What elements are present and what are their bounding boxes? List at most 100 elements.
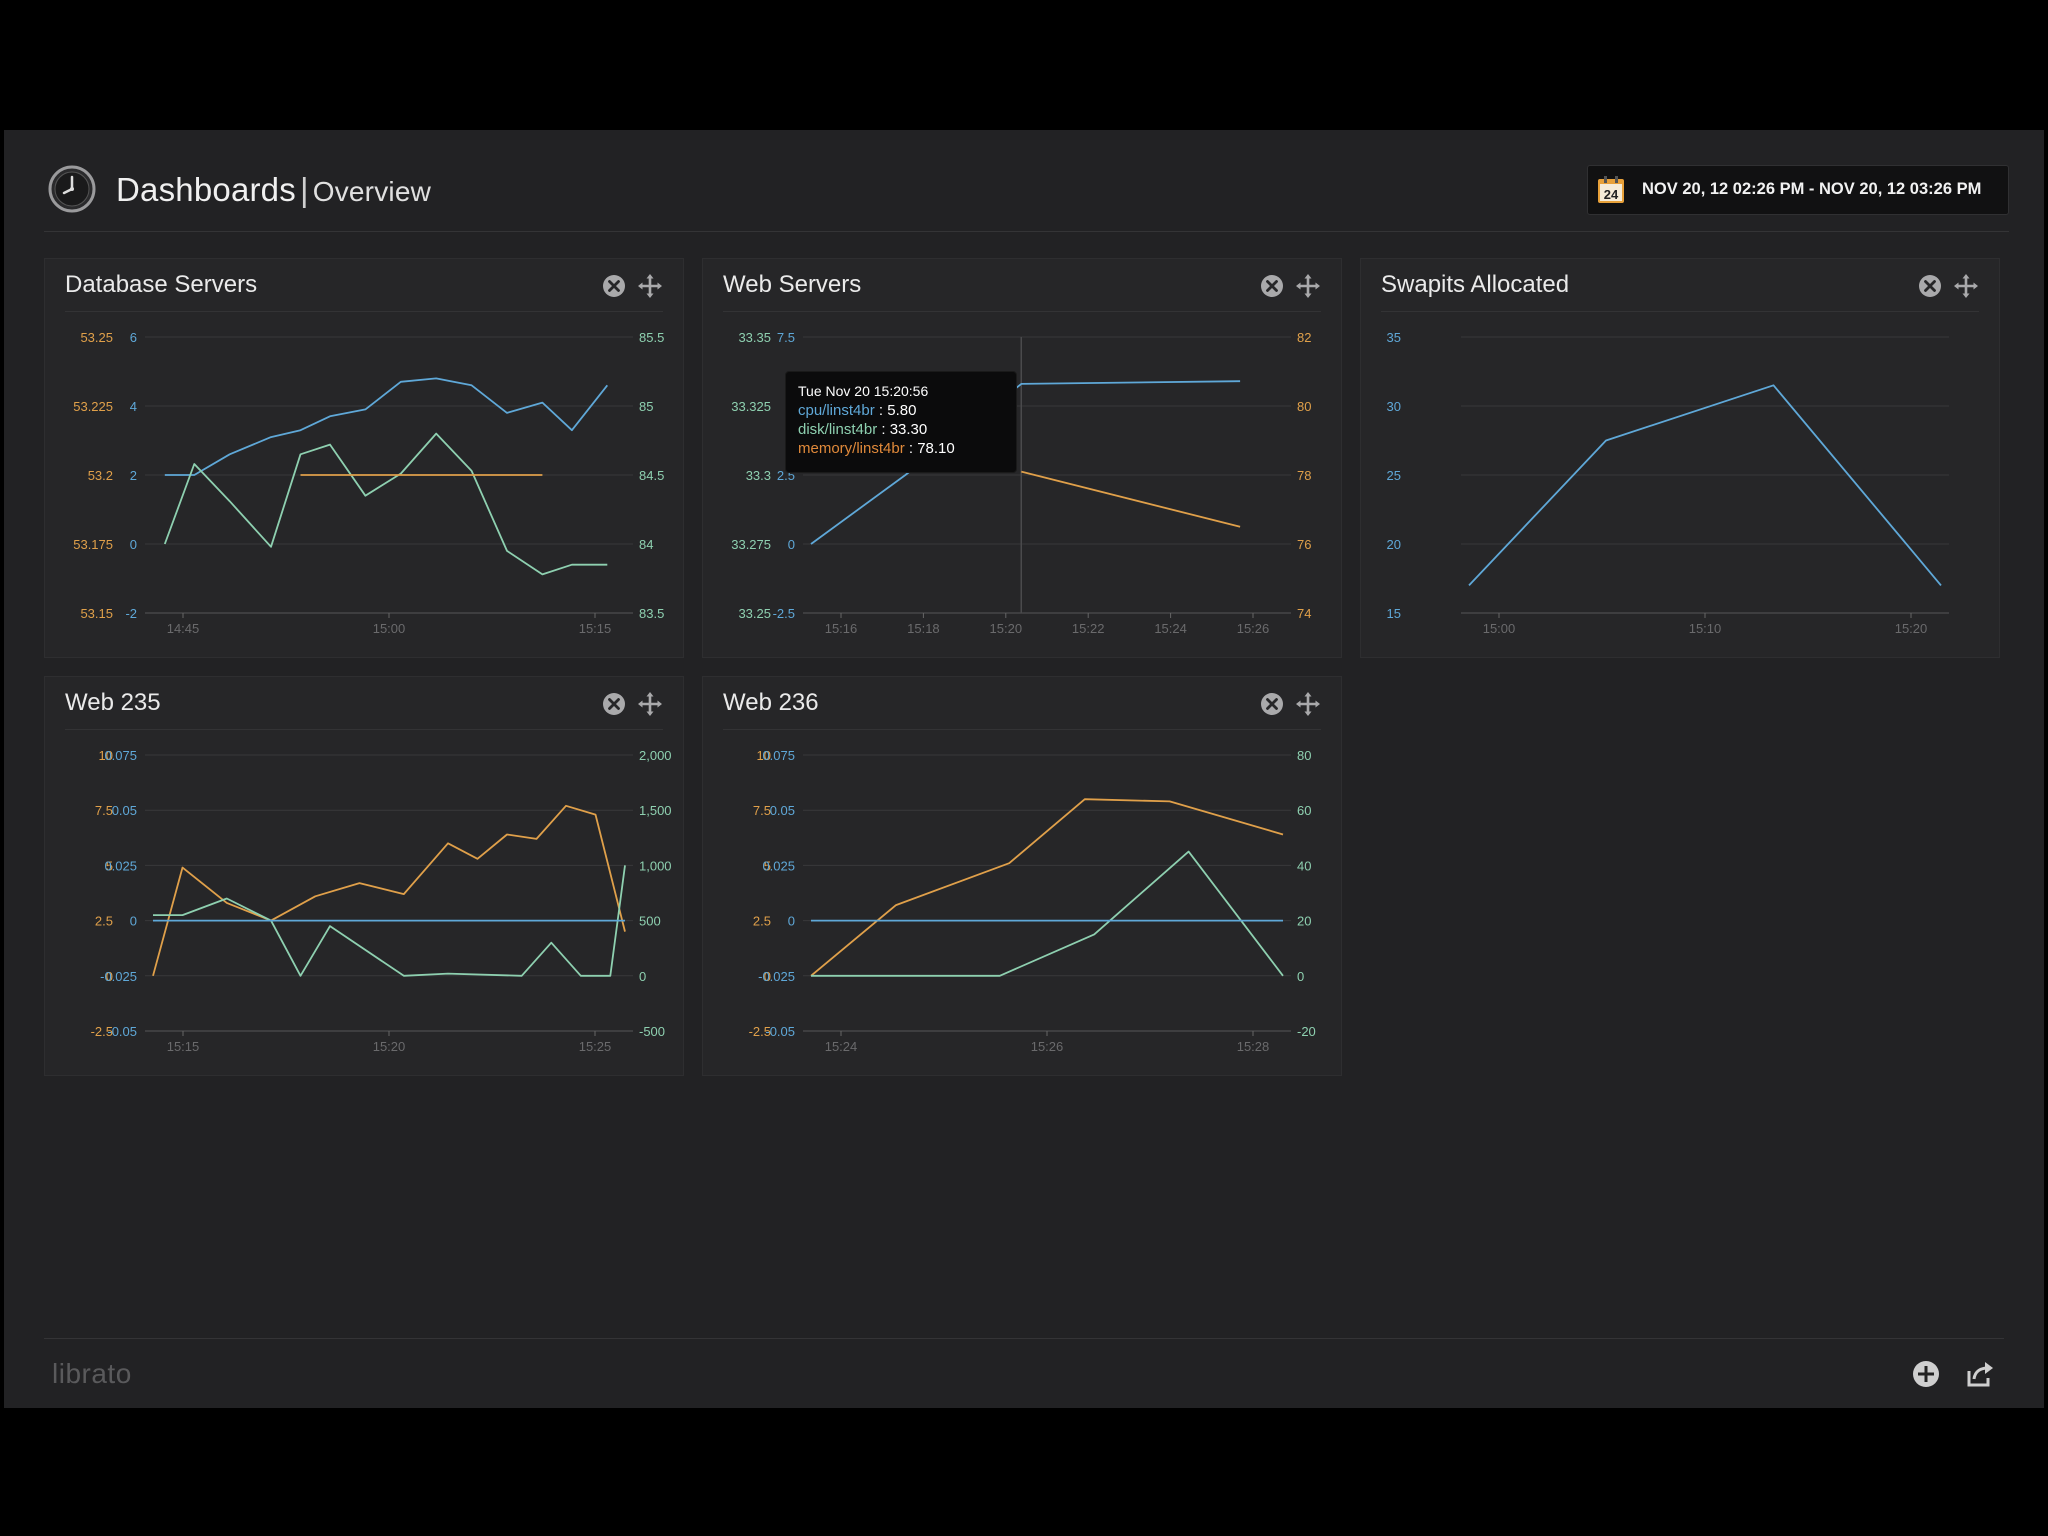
move-icon[interactable] (1953, 273, 1979, 299)
y-tick-label: -0.05 (107, 1024, 137, 1039)
panel-title: Web 235 (65, 689, 161, 716)
y-tick-label: -0.05 (765, 1024, 795, 1039)
y-tick-label: 20 (1387, 537, 1401, 552)
y-tick-label: -2 (125, 606, 137, 621)
title-text: Dashboards (116, 171, 296, 208)
close-icon[interactable] (1259, 691, 1285, 717)
chart-tooltip: Tue Nov 20 15:20:56 cpu/linst4br : 5.80 di… (785, 371, 1017, 473)
tooltip-value: : 5.80 (874, 402, 917, 419)
y-tick-label: 1,500 (639, 803, 672, 818)
chart-web-236: 107.552.50-2.50.0750.050.0250-0.025-0.05… (749, 748, 1316, 1054)
move-icon[interactable] (1295, 691, 1321, 717)
y-tick-label: -500 (639, 1024, 665, 1039)
panel-web-servers: 33.3533.32533.333.27533.257.552.50-2.582… (702, 258, 1342, 658)
panel-title: Web Servers (723, 271, 862, 298)
y-tick-label: 0 (106, 969, 113, 984)
y-tick-label: 1,000 (639, 858, 672, 873)
move-icon[interactable] (1295, 273, 1321, 299)
y-tick-label: 0 (1297, 969, 1304, 984)
close-icon[interactable] (601, 273, 627, 299)
y-tick-label: 33.3 (746, 468, 771, 483)
panel-divider (65, 311, 663, 312)
chart-swapits-allocated: 35 30 25 20 15 15:00 15:10 15:20 (1387, 330, 1949, 636)
tooltip-row: disk/linst4br : 33.30 (798, 420, 1004, 439)
y-tick-label: 0.025 (762, 858, 795, 873)
y-tick-label: 53.15 (80, 606, 113, 621)
x-tick-label: 15:26 (1237, 621, 1270, 636)
y-tick-label: 33.35 (738, 330, 771, 345)
y-tick-label: 35 (1387, 330, 1401, 345)
y-tick-label: 82 (1297, 330, 1311, 345)
y-tick-label: 4 (130, 399, 137, 414)
y-tick-label: 53.175 (73, 537, 113, 552)
x-tick-label: 15:20 (990, 621, 1023, 636)
y-tick-label: 2,000 (639, 748, 672, 763)
y-tick-label: -0.025 (100, 969, 137, 984)
y-tick-label: 0.075 (762, 748, 795, 763)
y-tick-label: 30 (1387, 399, 1401, 414)
y-tick-label: 10 (99, 748, 113, 763)
y-tick-label: 2.5 (95, 914, 113, 929)
panel-swapits-allocated: 35 30 25 20 15 15:00 15:10 15:20 Swapits Allocat… (1360, 258, 2000, 658)
x-tick-label: 15:25 (579, 1039, 612, 1054)
series-line-green (153, 865, 626, 977)
y-tick-label: 0 (764, 969, 771, 984)
y-tick-label: 20 (1297, 914, 1311, 929)
y-tick-label: 85.5 (639, 330, 664, 345)
close-icon[interactable] (1917, 273, 1943, 299)
move-icon[interactable] (637, 273, 663, 299)
y-tick-label: 0.05 (112, 803, 137, 818)
x-tick-label: 15:00 (1483, 621, 1516, 636)
y-tick-label: 5 (106, 858, 113, 873)
panel-divider (65, 729, 663, 730)
y-tick-label: 7.5 (95, 803, 113, 818)
y-tick-label: 0.05 (770, 803, 795, 818)
y-tick-label: 33.25 (738, 606, 771, 621)
x-tick-label: 14:45 (167, 621, 200, 636)
y-tick-label: -0.025 (758, 969, 795, 984)
librato-logo: librato (52, 1358, 132, 1389)
x-tick-label: 15:20 (373, 1039, 406, 1054)
tooltip-value: : 33.30 (877, 421, 928, 438)
chart-web-235: 107.552.50-2.50.0750.050.0250-0.025-0.05… (91, 748, 672, 1054)
panel-title: Web 236 (723, 689, 819, 716)
y-tick-label: 25 (1387, 468, 1401, 483)
panel-divider (723, 729, 1321, 730)
panel-title: Database Servers (65, 271, 258, 298)
add-chart-icon[interactable] (1910, 1358, 1942, 1390)
tooltip-row: memory/linst4br : 78.10 (798, 439, 1004, 458)
tooltip-time: Tue Nov 20 15:20:56 (798, 383, 929, 399)
y-tick-label: 33.325 (731, 399, 771, 414)
y-tick-label: 53.2 (88, 468, 113, 483)
date-range-picker[interactable]: 24 NOV 20, 12 02:26 PM - NOV 20, 12 03:2… (1587, 165, 2009, 215)
clock-icon[interactable] (48, 165, 96, 213)
series-line-green (811, 850, 1284, 977)
close-icon[interactable] (1259, 273, 1285, 299)
y-tick-label: 0.075 (104, 748, 137, 763)
x-tick-label: 15:28 (1237, 1039, 1270, 1054)
panel-web-235: 10 7.5 5 2.5 0 -2.5 0.075 0.05 0.025 0 -0.025 -0.05… (44, 676, 684, 1076)
y-tick-label: 53.225 (73, 399, 113, 414)
close-icon[interactable] (601, 691, 627, 717)
y-tick-label: -2.5 (91, 1024, 113, 1039)
x-tick-label: 15:15 (167, 1039, 200, 1054)
calendar-day: 24 (1604, 187, 1619, 202)
y-tick-label: 7.5 (753, 803, 771, 818)
y-tick-label: 33.275 (731, 537, 771, 552)
y-tick-label: 78 (1297, 468, 1311, 483)
y-tick-label: 10 (757, 748, 771, 763)
y-tick-label: 0 (639, 969, 646, 984)
share-icon[interactable] (1964, 1358, 1996, 1390)
y-tick-label: 83.5 (639, 606, 664, 621)
calendar-icon: 24 (1598, 176, 1624, 203)
move-icon[interactable] (637, 691, 663, 717)
x-tick-label: 15:24 (1154, 621, 1187, 636)
dashboard-app: Dashboards | Overview 24 NOV 20, 12 02:26 … (4, 130, 2044, 1408)
y-tick-label: 74 (1297, 606, 1311, 621)
y-tick-label: 2 (130, 468, 137, 483)
y-tick-label: 84.5 (639, 468, 664, 483)
x-tick-label: 15:10 (1689, 621, 1722, 636)
y-tick-label: 40 (1297, 858, 1311, 873)
y-tick-label: 80 (1297, 399, 1311, 414)
y-tick-label: 84 (639, 537, 653, 552)
